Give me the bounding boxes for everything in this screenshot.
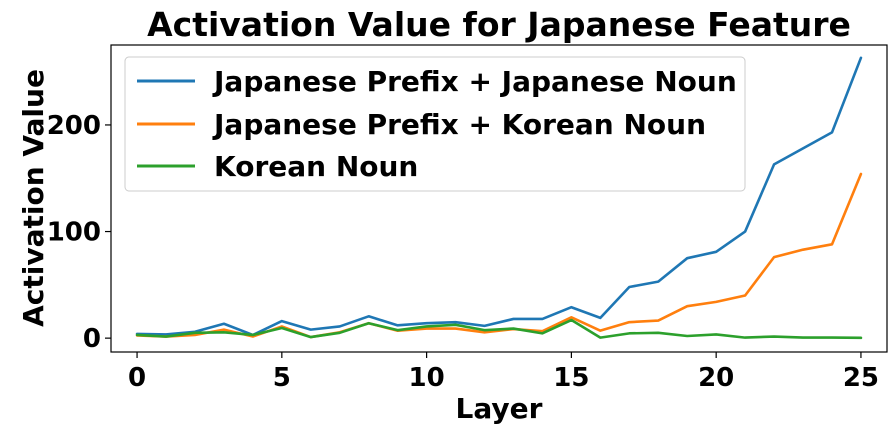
series-line-3: [135, 318, 863, 340]
series-line-2: [135, 172, 863, 339]
axes-frame: [110, 44, 888, 353]
legend-label-series-2: Japanese Prefix + Korean Noun: [212, 108, 706, 141]
x-axis-label: Layer: [456, 392, 543, 425]
y-axis-label: Activation Value: [17, 69, 50, 327]
x-tick-label: 0: [128, 363, 146, 393]
x-tick-label: 5: [273, 363, 291, 393]
y-tick-label: 100: [47, 218, 101, 248]
plot-area: [110, 44, 888, 353]
chart-title: Activation Value for Japanese Feature: [147, 5, 851, 44]
y-axis: 0 100 200: [47, 111, 111, 354]
y-tick-label: 0: [83, 324, 101, 354]
legend-label-series-1: Japanese Prefix + Japanese Noun: [212, 65, 737, 98]
legend: Japanese Prefix + Japanese Noun Japanese…: [124, 56, 746, 192]
y-tick-label: 200: [47, 111, 101, 141]
legend-frame: [124, 56, 746, 192]
x-tick-label: 10: [409, 363, 445, 393]
x-tick-label: 25: [843, 363, 879, 393]
x-axis: 0 5 10 15 20 25: [128, 352, 879, 393]
legend-label-series-3: Korean Noun: [214, 150, 418, 183]
series-group: [135, 56, 863, 340]
x-tick-label: 20: [698, 363, 734, 393]
x-tick-label: 15: [553, 363, 589, 393]
